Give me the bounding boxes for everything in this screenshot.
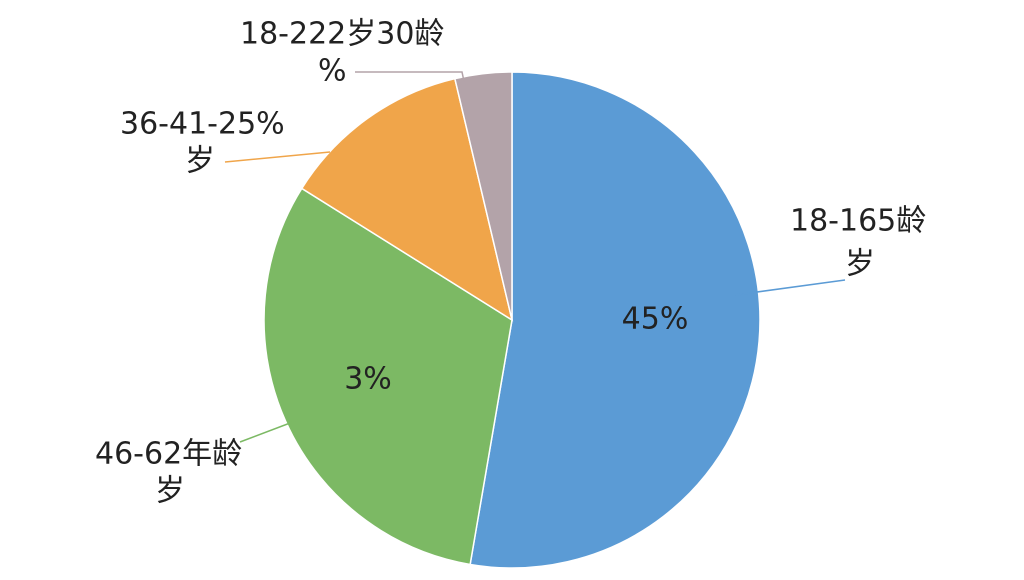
slice-label: 45% (622, 302, 689, 337)
leader-line (355, 71, 466, 87)
category-label: 岁 (845, 247, 875, 282)
category-label: 46-62年龄 (95, 437, 242, 472)
leader-line (734, 279, 846, 296)
category-label: 岁 (185, 144, 215, 179)
pie-slice (300, 77, 514, 322)
category-label: 岁 (155, 474, 185, 509)
leader-line (224, 151, 331, 163)
leader-line (239, 419, 299, 443)
category-label: 36-41-25% (120, 107, 285, 142)
category-label: % (318, 54, 347, 89)
category-label: 18-165龄 (790, 204, 926, 239)
pie-slice (263, 187, 513, 566)
category-label: 18-222岁30龄 (240, 17, 444, 52)
pie-slice (453, 71, 513, 321)
pie-slice (469, 71, 761, 569)
slice-label: 3% (344, 362, 392, 397)
